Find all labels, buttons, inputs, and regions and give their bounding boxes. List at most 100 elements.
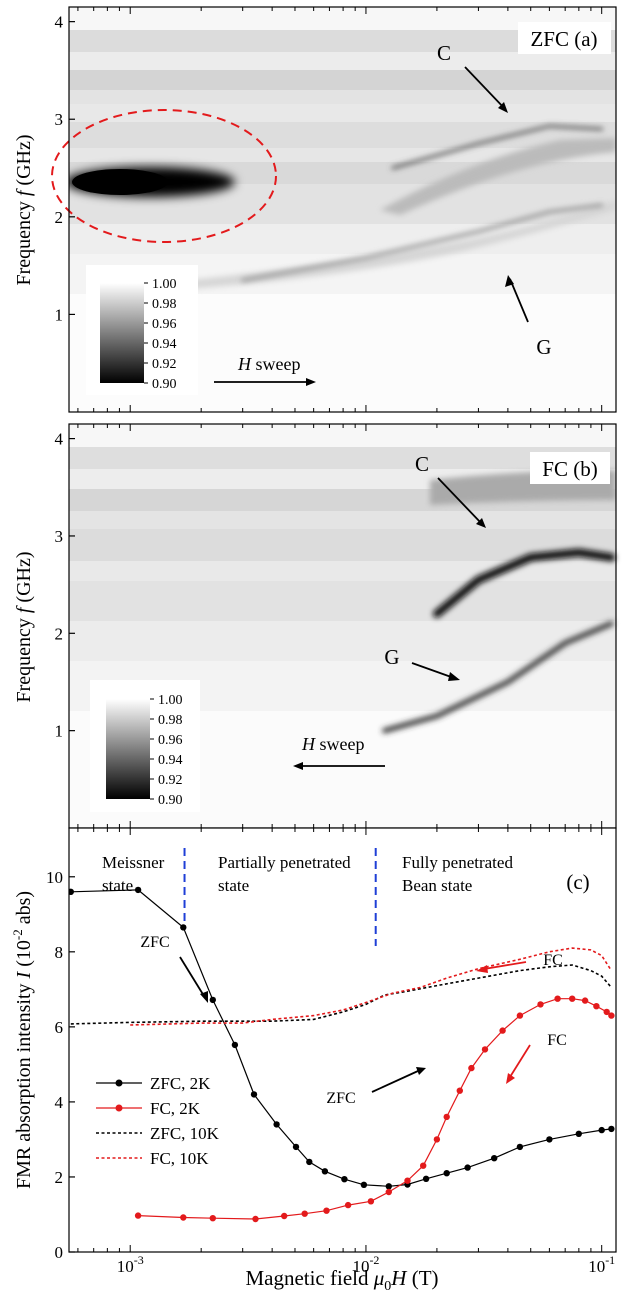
legend-marker (115, 1104, 123, 1112)
colorbar-tick-label: 0.94 (158, 753, 183, 768)
panel-c-x-ticks: 10-3 10-2 10-1 (77, 7, 615, 1276)
x-tick-label: 10-1 (588, 1253, 615, 1276)
legend-marker (115, 1079, 123, 1087)
annotation-fc-right: FC (547, 1032, 567, 1049)
panel-a-label: ZFC (a) (530, 27, 597, 51)
panel-c-series (69, 886, 615, 1223)
data-point (360, 1181, 368, 1189)
arrow-fc-right (509, 1044, 531, 1078)
panel-c-label: (c) (566, 870, 589, 894)
region-label-bean-line1: Fully penetrated (402, 853, 513, 872)
data-point (385, 1188, 392, 1196)
panel-b-colorbar-ticks: 1.00 0.98 0.96 0.94 0.92 0.90 (150, 693, 183, 808)
data-point (537, 1001, 544, 1008)
data-point (608, 1125, 615, 1133)
panel-a-colorbar-ticks: 1.00 0.98 0.96 0.94 0.92 0.90 (144, 277, 177, 392)
y-tick-label: 3 (55, 527, 64, 546)
data-point (420, 1162, 427, 1169)
panel-b-annotation-G: G (384, 645, 399, 669)
y-tick-label: 3 (55, 110, 64, 129)
y-tick-label: 2 (55, 1168, 64, 1187)
panel-a-frame (68, 6, 617, 413)
panel-c-ylabel: FMR absorption intensity I (10-2 abs) (10, 891, 35, 1189)
data-point (464, 1164, 471, 1171)
panel-a-mode-C-line (391, 124, 604, 170)
y-tick-label: 2 (55, 208, 64, 227)
data-point (209, 1215, 216, 1222)
data-point (69, 888, 74, 895)
panel-b-fc-heatmap: 1 2 3 4 Frequency f (GHz) FC (b) C G H swee… (13, 423, 617, 829)
panel-a-colorbar-gradient (100, 283, 144, 383)
y-tick-label: 10 (46, 868, 63, 887)
panel-b-sweep-label: H sweep (301, 734, 364, 754)
panel-b-annotation-C: C (415, 452, 429, 476)
data-point (385, 1183, 392, 1190)
colorbar-tick-label: 0.98 (158, 713, 183, 728)
arrow-fc-top (483, 961, 527, 970)
y-tick-label: 4 (55, 13, 64, 32)
colorbar-tick-label: 0.90 (152, 377, 177, 392)
panel-c-y-ticks: 0 2 4 6 8 10 (46, 868, 75, 1262)
panel-a-label-box (518, 22, 611, 54)
panel-c-line-chart: 0 2 4 6 8 10 10-3 10-2 10-1 FMR absorption inte… (10, 7, 617, 1294)
panel-a-mode-G-line (241, 203, 604, 282)
panel-a-y-ticks: 1 2 3 4 (55, 13, 75, 324)
data-point (252, 1215, 259, 1223)
data-point (433, 1136, 441, 1143)
y-tick-label: 1 (55, 305, 64, 324)
region-label-meissner-line1: Meissner (102, 853, 165, 872)
panel-b-ylabel: Frequency f (GHz) (13, 551, 35, 702)
series-line-3 (130, 947, 613, 1026)
data-point (554, 995, 561, 1002)
panel-c-region-boundaries (183, 848, 377, 946)
colorbar-tick-label: 0.94 (152, 337, 177, 352)
panel-a-meissner-ellipse (51, 109, 277, 243)
y-tick-label: 4 (55, 430, 64, 449)
data-point (516, 1012, 524, 1019)
data-point (404, 1177, 411, 1184)
colorbar-tick-label: 1.00 (158, 693, 183, 708)
arrow-zfc-mid (371, 1070, 419, 1093)
data-point (491, 1155, 498, 1162)
data-point (250, 1091, 258, 1098)
region-label-partial-line1: Partially penetrated (218, 853, 351, 872)
legend-label: FC, 2K (150, 1099, 201, 1118)
panel-b-y-ticks: 1 2 3 4 (55, 430, 75, 741)
panel-c-background (69, 828, 616, 1252)
panel-b-colorbar: 1.00 0.98 0.96 0.94 0.92 0.90 (90, 680, 200, 812)
panel-a-arrow-C (464, 66, 507, 111)
data-point (468, 1064, 475, 1072)
data-point (581, 997, 589, 1004)
colorbar-tick-label: 1.00 (152, 277, 177, 292)
panel-a-annotation-G: G (536, 335, 551, 359)
legend-label: ZFC, 10K (150, 1124, 220, 1143)
data-point (516, 1143, 524, 1151)
panel-a-sweep-label: H sweep (237, 354, 300, 374)
data-point (180, 924, 187, 931)
colorbar-tick-label: 0.92 (152, 357, 177, 372)
panel-a-ylabel: Frequency f (GHz) (13, 134, 35, 285)
panel-a-annotation-C: C (437, 41, 451, 65)
region-label-meissner-line2: state (102, 876, 133, 895)
panel-a-zfc-heatmap: 1 2 3 4 Frequency f (GHz) ZFC (a) C G H swe… (13, 6, 617, 413)
data-point (603, 1008, 610, 1016)
legend-label: ZFC, 2K (150, 1074, 211, 1093)
data-point (546, 1136, 553, 1143)
panel-b-mode-C-line (432, 548, 616, 618)
series-line-2 (70, 964, 613, 1025)
y-tick-label: 4 (55, 1093, 64, 1112)
data-point (292, 1143, 300, 1151)
data-point (323, 1207, 330, 1214)
x-tick-label: 10-2 (352, 1253, 379, 1276)
colorbar-tick-label: 0.96 (158, 733, 183, 748)
y-tick-label: 6 (55, 1018, 64, 1037)
x-axis-label: Magnetic field μ0H (T) (245, 1266, 438, 1294)
data-point (134, 1212, 142, 1219)
panel-b-colorbar-gradient (106, 699, 150, 799)
data-point (499, 1027, 506, 1034)
region-label-partial-line2: state (218, 876, 249, 895)
colorbar-tick-label: 0.98 (152, 297, 177, 312)
panel-b-arrow-C (437, 477, 483, 525)
colorbar-tick-label: 0.92 (158, 773, 183, 788)
arrow-zfc-top (179, 956, 205, 997)
